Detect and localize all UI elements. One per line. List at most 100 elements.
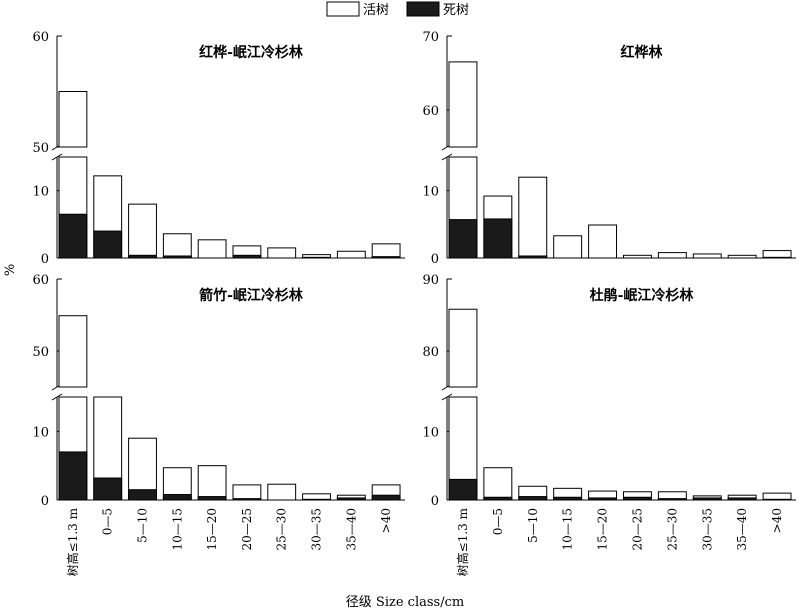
- bar-dead: [302, 498, 331, 501]
- axis-break-mark: [51, 153, 63, 161]
- x-tick-label: 20—25: [240, 508, 254, 551]
- bar-live: [448, 308, 478, 388]
- bar-dead: [58, 451, 88, 501]
- bar-dead: [762, 498, 792, 501]
- bar-live: [727, 254, 757, 259]
- x-tick-label: 树高≤1.3 m: [455, 507, 470, 576]
- bar-dead: [58, 213, 88, 259]
- y-tick-label: 80: [422, 345, 439, 360]
- axis-break-mark: [441, 393, 453, 401]
- bar-dead: [302, 256, 331, 259]
- bar-dead: [232, 498, 262, 501]
- bar-dead: [623, 496, 652, 501]
- y-tick-label: 90: [422, 273, 439, 288]
- bar-dead: [448, 478, 478, 501]
- bar-live: [58, 91, 88, 148]
- x-tick-label: >40: [770, 508, 784, 533]
- x-tick-label: 5—10: [526, 508, 540, 543]
- bar-dead: [518, 255, 548, 259]
- bar-dead: [162, 255, 192, 259]
- x-tick-label: 30—35: [700, 508, 714, 551]
- bar-live: [197, 465, 227, 501]
- panel-1: 0 10 50 60 红桦-岷江冷杉林: [32, 30, 405, 267]
- x-tick-label: 15—20: [205, 508, 219, 551]
- bar-dead: [162, 494, 192, 501]
- bar-dead: [371, 256, 401, 259]
- legend-swatch-live: [326, 1, 360, 17]
- x-tick-label: 30—35: [310, 508, 324, 551]
- x-tick-label: 35—40: [735, 508, 749, 551]
- y-tick-label: 60: [422, 104, 439, 119]
- y-axis-label: %: [3, 264, 18, 276]
- bar-dead: [93, 477, 123, 501]
- bar-live: [197, 239, 227, 259]
- panel-title: 箭竹-岷江冷杉林: [199, 287, 303, 304]
- bar-dead: [483, 218, 513, 259]
- legend-swatch-dead: [406, 1, 440, 17]
- x-axis-label: 径级 Size class/cm: [346, 595, 464, 610]
- bar-live: [162, 233, 192, 259]
- x-tick-label: >40: [379, 508, 393, 533]
- bar-live: [483, 467, 513, 501]
- x-tick-label: 35—40: [344, 508, 358, 551]
- bar-live: [657, 252, 687, 259]
- bar-dead: [518, 496, 548, 501]
- bar-dead: [588, 497, 618, 501]
- x-tick-label: 0—5: [491, 508, 505, 535]
- x-tick-label: 5—10: [136, 508, 150, 543]
- bar-dead: [553, 496, 583, 501]
- x-tick-label: 15—20: [596, 508, 610, 551]
- x-tick-label: 0—5: [101, 508, 115, 535]
- y-tick-label: 0: [431, 252, 439, 267]
- y-tick-label: 50: [32, 345, 49, 360]
- bar-live: [232, 484, 262, 501]
- x-tick-label: 10—15: [561, 508, 575, 551]
- bar-live: [267, 247, 297, 259]
- y-tick-label: 50: [32, 141, 49, 156]
- y-tick-label: 70: [422, 30, 439, 45]
- bar-dead: [128, 254, 157, 259]
- y-tick-label: 0: [41, 494, 49, 509]
- x-tick-label: 10—15: [170, 508, 184, 551]
- bar-dead: [371, 494, 401, 501]
- bar-dead: [128, 489, 157, 501]
- x-tick-label: 树高≤1.3 m: [65, 507, 80, 576]
- bar-live: [553, 235, 583, 259]
- panels: 0 10 50 60 红桦-岷江冷杉林 0 10 60 70 红桦林 0 10 50 60 箭竹-岷江冷杉林…: [32, 30, 796, 576]
- y-tick-label: 60: [32, 273, 49, 288]
- bar-live: [371, 243, 401, 259]
- panel-title: 杜鹃-岷江冷杉林: [590, 287, 694, 304]
- legend-label-live: 活树: [363, 3, 389, 18]
- bar-live: [588, 224, 618, 259]
- y-tick-label: 10: [32, 185, 49, 200]
- bar-live: [692, 253, 722, 259]
- legend: 活树 死树: [326, 1, 469, 18]
- bar-dead: [448, 219, 478, 259]
- legend-label-dead: 死树: [443, 3, 469, 18]
- panel-2: 0 10 60 70 红桦林: [422, 30, 796, 267]
- bar-dead: [762, 256, 792, 259]
- bar-dead: [93, 230, 123, 259]
- bar-dead: [657, 498, 687, 501]
- panel-title: 红桦-岷江冷杉林: [199, 44, 303, 61]
- bar-live: [267, 483, 297, 501]
- axis-break-mark: [441, 153, 453, 161]
- y-tick-label: 0: [41, 252, 49, 267]
- bar-dead: [483, 496, 513, 501]
- y-tick-label: 0: [431, 494, 439, 509]
- bar-dead: [692, 497, 722, 501]
- bar-live: [623, 254, 652, 259]
- y-tick-label: 10: [422, 425, 439, 440]
- bar-live: [336, 250, 366, 259]
- bar-dead: [232, 254, 262, 259]
- y-tick-label: 60: [32, 30, 49, 45]
- bar-live: [448, 61, 478, 148]
- x-tick-label: 25—30: [275, 508, 289, 551]
- y-tick-label: 10: [32, 425, 49, 440]
- panel-title: 红桦林: [621, 44, 663, 61]
- bar-live: [518, 176, 548, 259]
- axis-break-mark: [51, 393, 63, 401]
